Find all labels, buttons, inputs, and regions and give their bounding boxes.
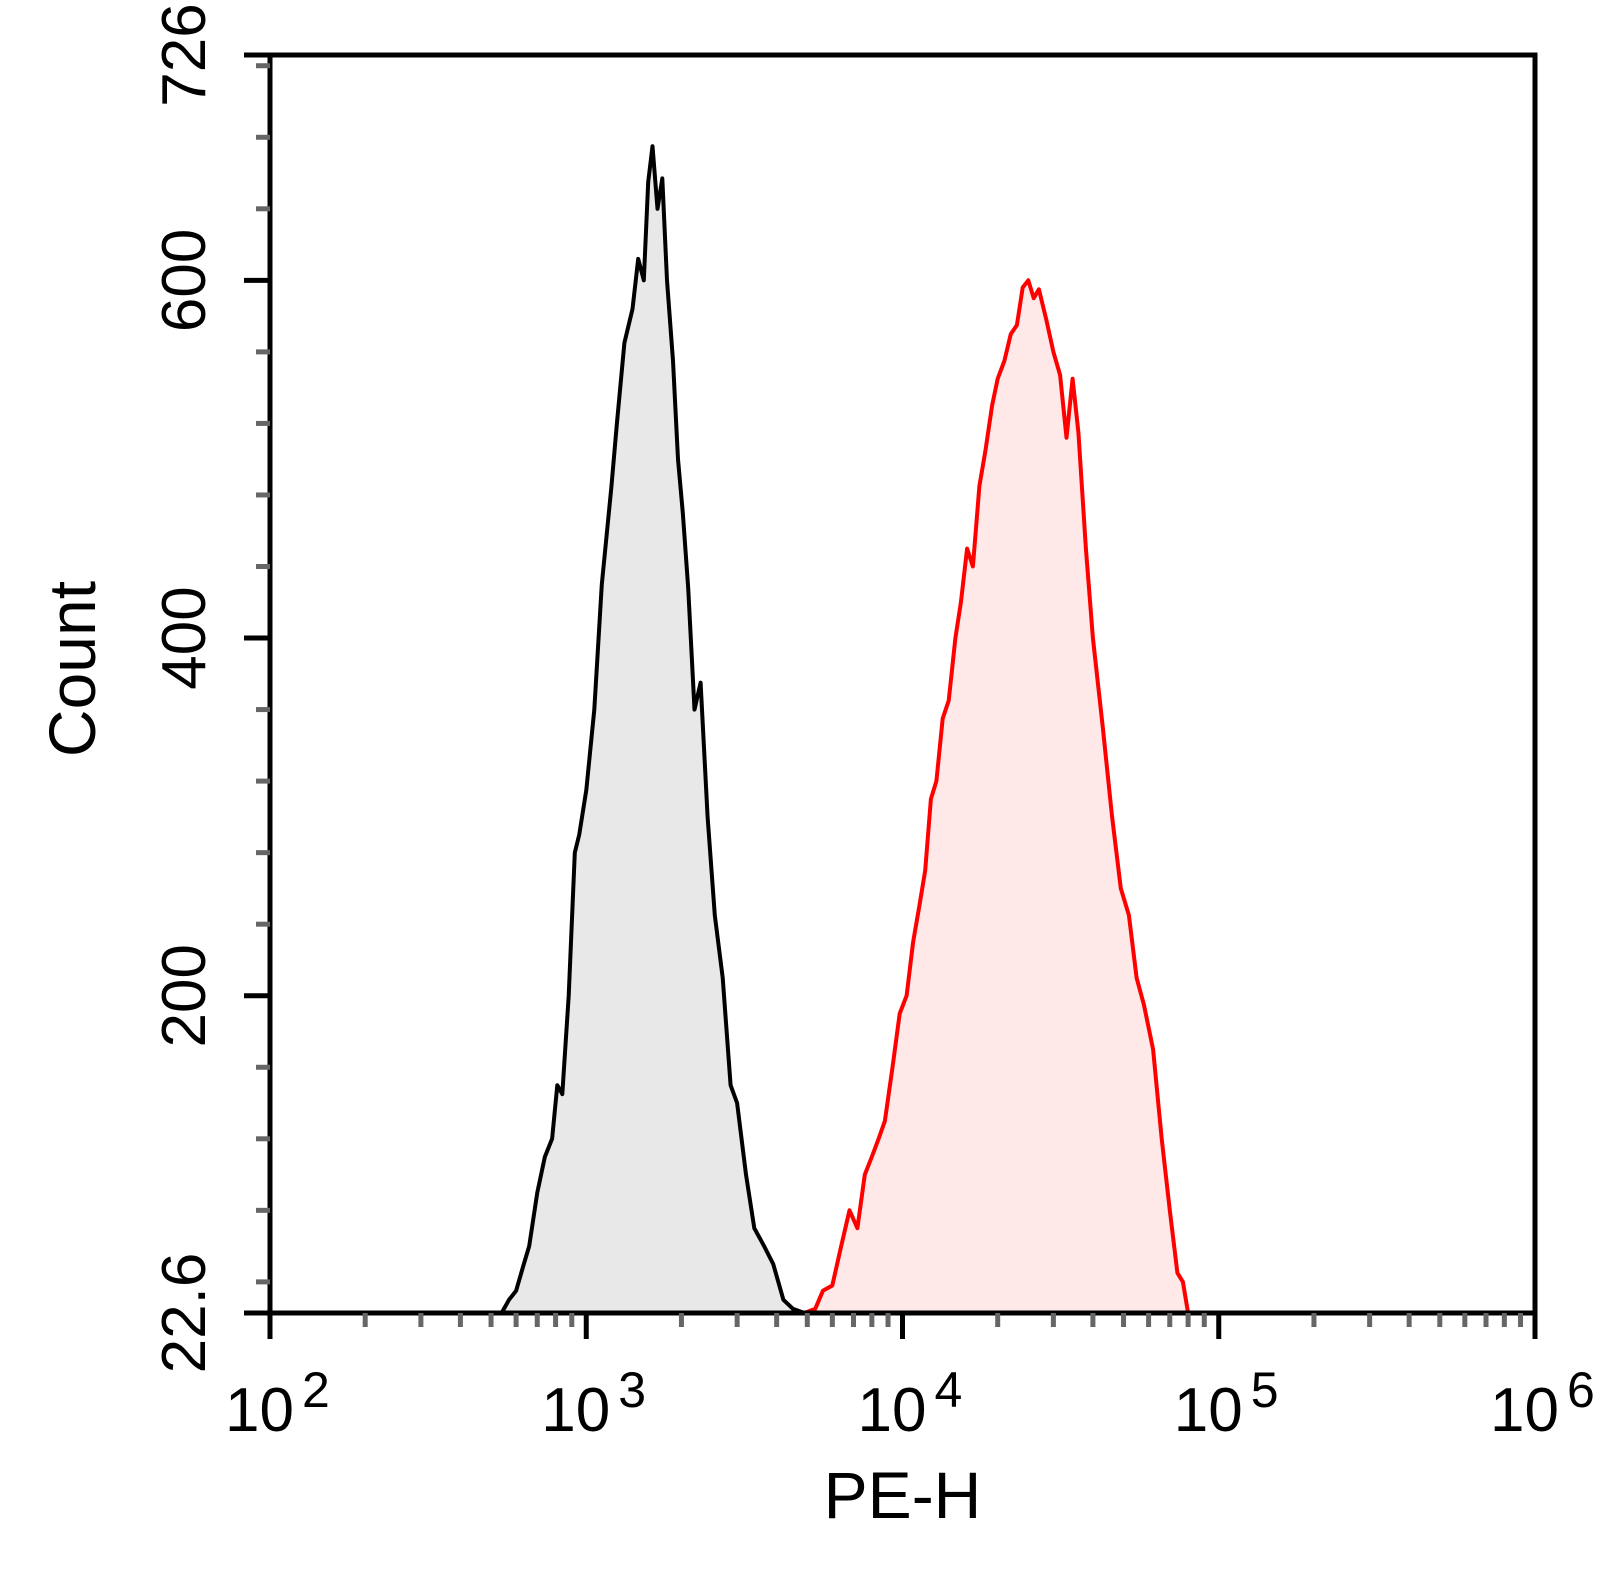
y-axis: 22.6 200 400 600 726: [150, 3, 270, 1373]
x-tick-label: 10 4: [858, 1362, 963, 1445]
y-tick-label: 200: [150, 944, 219, 1047]
y-tick-label: 400: [150, 586, 219, 689]
series-1-fill: [501, 146, 805, 1314]
series-layer: [499, 144, 1191, 1315]
y-tick-label: 600: [150, 229, 219, 332]
series-2-line: [803, 278, 1191, 1315]
y-tick-label: 726: [150, 3, 219, 106]
series-2-fill: [804, 280, 1189, 1313]
y-tick-label: 22.6: [150, 1253, 219, 1374]
series-1-line: [499, 144, 806, 1315]
x-tick-label: 10 2: [225, 1362, 330, 1445]
y-axis-title: Count: [35, 581, 109, 757]
x-axis-title: PE-H: [824, 1458, 982, 1532]
x-axis: 10 2 10 3 10 4 10 5 10 6: [225, 1313, 1595, 1445]
x-tick-label: 10 5: [1174, 1362, 1279, 1445]
x-tick-label: 10 3: [541, 1362, 646, 1445]
x-tick-label: 10 6: [1490, 1362, 1595, 1445]
